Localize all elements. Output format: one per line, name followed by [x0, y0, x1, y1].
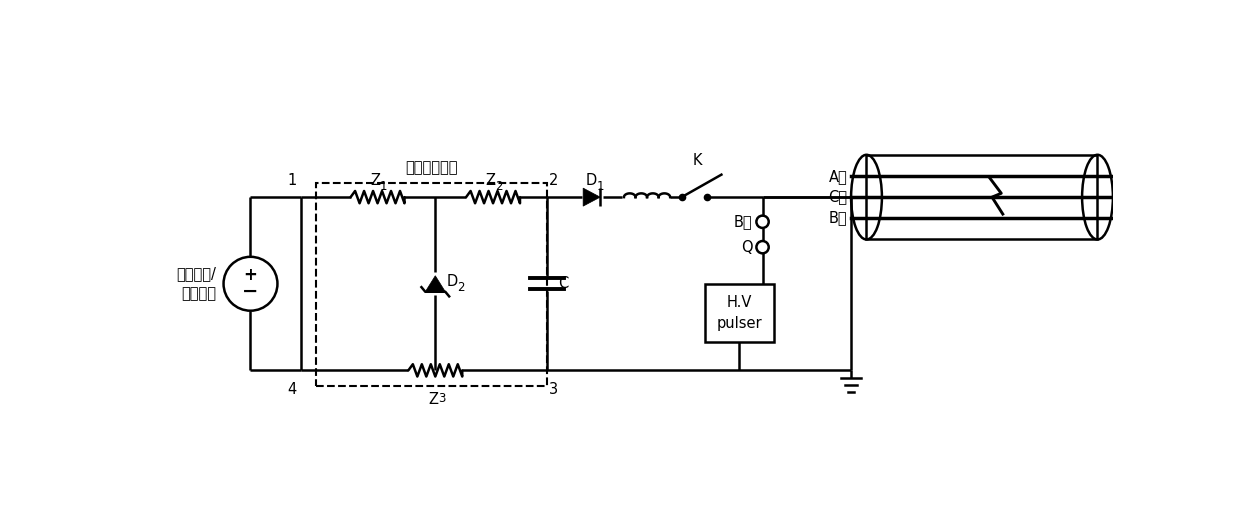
Text: 3: 3 — [438, 392, 445, 405]
Text: K: K — [692, 153, 702, 168]
Text: Z: Z — [371, 173, 381, 188]
Text: 3: 3 — [549, 382, 558, 397]
Text: 2: 2 — [456, 281, 464, 294]
Text: Z: Z — [428, 392, 438, 407]
Text: 2: 2 — [549, 173, 559, 188]
Text: +: + — [243, 266, 258, 284]
Text: D: D — [585, 173, 596, 188]
Text: Z: Z — [486, 173, 496, 188]
Text: C: C — [558, 276, 569, 291]
Text: D: D — [446, 274, 458, 289]
Text: H.V
pulser: H.V pulser — [717, 295, 763, 331]
Text: 1: 1 — [288, 173, 296, 188]
Text: 电源保护电路: 电源保护电路 — [405, 161, 458, 175]
Text: 1: 1 — [379, 180, 387, 193]
Text: 1: 1 — [596, 180, 604, 193]
Text: 可调恒压/
恒流电源: 可调恒压/ 恒流电源 — [176, 266, 216, 301]
Text: C相: C相 — [828, 190, 847, 205]
Text: A相: A相 — [828, 169, 847, 184]
Polygon shape — [425, 276, 445, 292]
Text: B相: B相 — [734, 214, 753, 229]
Text: B相: B相 — [828, 210, 847, 226]
Text: −: − — [242, 282, 259, 301]
Text: 4: 4 — [288, 382, 296, 397]
Polygon shape — [583, 188, 600, 206]
Text: Q: Q — [742, 240, 753, 255]
Text: 2: 2 — [496, 180, 503, 193]
